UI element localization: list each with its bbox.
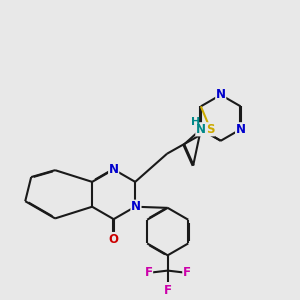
Text: F: F xyxy=(183,266,191,279)
Text: F: F xyxy=(164,284,172,297)
Text: H: H xyxy=(190,117,200,127)
Text: F: F xyxy=(145,266,153,279)
Text: N: N xyxy=(196,123,206,136)
Text: N: N xyxy=(236,123,246,136)
Text: N: N xyxy=(131,200,141,213)
Text: N: N xyxy=(109,163,119,176)
Text: O: O xyxy=(109,232,119,245)
Text: N: N xyxy=(216,88,226,101)
Text: S: S xyxy=(206,123,215,136)
